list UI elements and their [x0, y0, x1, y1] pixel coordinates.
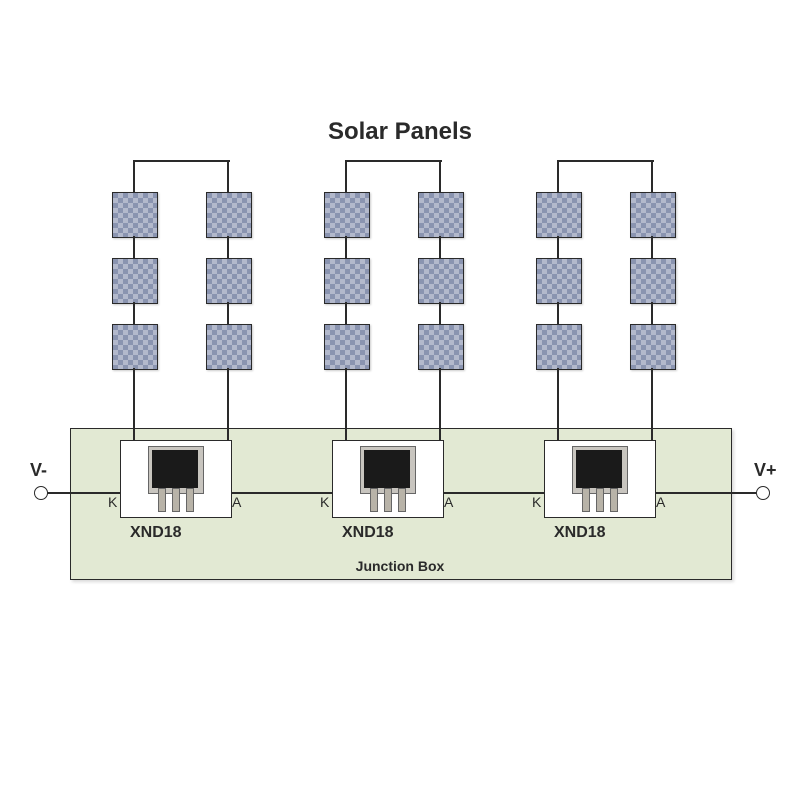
solar-cell-g2-c1-r0 [630, 192, 676, 238]
wire-top-group2-col1 [651, 160, 653, 192]
wire-mid-group0-col1-r1 [227, 302, 229, 324]
solar-cell-g0-c1-r0 [206, 192, 252, 238]
solar-cell-g1-c0-r0 [324, 192, 370, 238]
solar-cell-g0-c1-r1 [206, 258, 252, 304]
a-label-1: A [444, 494, 453, 510]
wire-mid-group0-col0-r1 [133, 302, 135, 324]
solar-cell-g0-c0-r2 [112, 324, 158, 370]
terminal-left [34, 486, 48, 500]
diode-label-0: XND18 [130, 524, 182, 542]
solar-cell-g1-c0-r1 [324, 258, 370, 304]
wire-mid-group0-col0-r0 [133, 236, 135, 258]
diode-pin3-1 [398, 488, 406, 512]
a-label-0: A [232, 494, 241, 510]
wire-top-hz-group2 [558, 160, 654, 162]
wire-mid-group2-col1-r1 [651, 302, 653, 324]
diode-pin3-0 [186, 488, 194, 512]
wire-top-group1-col1 [439, 160, 441, 192]
title: Solar Panels [0, 118, 800, 146]
wire-top-group2-col0 [557, 160, 559, 192]
diode-pin2-2 [596, 488, 604, 512]
wire-mid-group0-col1-r0 [227, 236, 229, 258]
wire-mid-group1-col1-r0 [439, 236, 441, 258]
v-plus-label: V+ [754, 460, 777, 481]
diode-label-1: XND18 [342, 524, 394, 542]
wire-mid-group1-col0-r1 [345, 302, 347, 324]
wire-top-group0-col0 [133, 160, 135, 192]
wire-top-group0-col1 [227, 160, 229, 192]
wire-top-group1-col0 [345, 160, 347, 192]
wire-mid-group2-col1-r0 [651, 236, 653, 258]
k-label-0: K [108, 494, 117, 510]
wire-mid-group2-col0-r0 [557, 236, 559, 258]
solar-cell-g0-c1-r2 [206, 324, 252, 370]
diode-pin1-1 [370, 488, 378, 512]
solar-cell-g2-c1-r2 [630, 324, 676, 370]
solar-cell-g0-c0-r0 [112, 192, 158, 238]
solar-cell-g2-c1-r1 [630, 258, 676, 304]
wire-mid-group2-col0-r1 [557, 302, 559, 324]
solar-cell-g1-c1-r2 [418, 324, 464, 370]
junction-box-label: Junction Box [70, 558, 730, 574]
diode-pin2-0 [172, 488, 180, 512]
solar-cell-g1-c1-r1 [418, 258, 464, 304]
diode-pin1-0 [158, 488, 166, 512]
diode-body-1 [364, 450, 410, 488]
diagram-root: Solar Panels Junction Box V- V+ K A XND18 K A XND… [0, 0, 800, 800]
k-label-2: K [532, 494, 541, 510]
terminal-right [756, 486, 770, 500]
solar-cell-g2-c0-r2 [536, 324, 582, 370]
v-minus-label: V- [30, 460, 47, 481]
diode-pin2-1 [384, 488, 392, 512]
k-label-1: K [320, 494, 329, 510]
wire-mid-group1-col1-r1 [439, 302, 441, 324]
solar-cell-g0-c0-r1 [112, 258, 158, 304]
wire-top-hz-group0 [134, 160, 230, 162]
diode-pin1-2 [582, 488, 590, 512]
solar-cell-g1-c0-r2 [324, 324, 370, 370]
diode-label-2: XND18 [554, 524, 606, 542]
solar-cell-g1-c1-r0 [418, 192, 464, 238]
wire-top-hz-group1 [346, 160, 442, 162]
solar-cell-g2-c0-r1 [536, 258, 582, 304]
solar-cell-g2-c0-r0 [536, 192, 582, 238]
diode-body-0 [152, 450, 198, 488]
diode-pin3-2 [610, 488, 618, 512]
a-label-2: A [656, 494, 665, 510]
diode-body-2 [576, 450, 622, 488]
wire-mid-group1-col0-r0 [345, 236, 347, 258]
